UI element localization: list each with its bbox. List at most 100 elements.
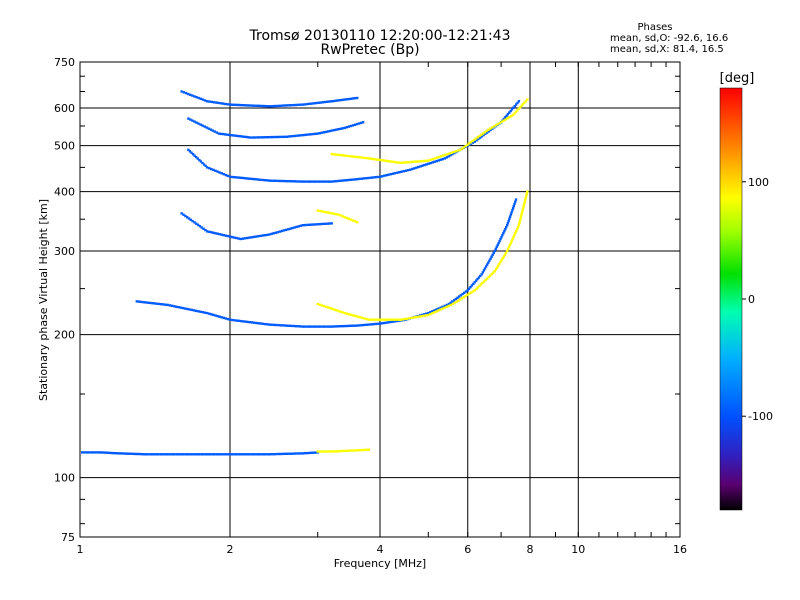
- trace-point: [206, 230, 209, 233]
- trace-point: [447, 302, 451, 306]
- trace-point: [492, 271, 495, 274]
- trace-point: [239, 453, 243, 456]
- trace-point: [237, 453, 240, 456]
- trace-point: [305, 133, 308, 136]
- trace-point: [299, 224, 302, 227]
- trace-point: [517, 100, 521, 103]
- trace-point: [343, 215, 346, 219]
- trace-point: [139, 452, 142, 456]
- trace-point: [454, 297, 457, 301]
- trace-point: [228, 453, 232, 456]
- trace-point: [503, 253, 507, 256]
- trace-point: [283, 135, 286, 138]
- trace-point: [248, 177, 251, 180]
- trace-point: [469, 142, 473, 145]
- trace-point: [429, 311, 432, 314]
- trace-point: [341, 311, 344, 314]
- trace-point: [268, 233, 271, 236]
- trace-point: [490, 273, 493, 276]
- stats-o: mean, sd,O: -92.6, 16.6: [610, 33, 728, 44]
- trace-point: [257, 178, 260, 181]
- trace-point: [210, 167, 213, 171]
- trace-point: [164, 303, 167, 306]
- trace-point: [224, 102, 227, 106]
- trace-point: [204, 164, 207, 168]
- trace-point: [390, 318, 393, 321]
- trace-point: [242, 453, 245, 456]
- trace-point: [502, 119, 505, 122]
- trace-point: [137, 452, 140, 456]
- trace-point: [148, 301, 152, 305]
- trace-point: [236, 134, 240, 138]
- trace-point: [352, 314, 355, 317]
- trace-point: [317, 223, 320, 226]
- trace-point: [226, 453, 229, 456]
- trace-point: [504, 116, 507, 119]
- trace-point: [201, 161, 204, 165]
- trace-point: [523, 101, 526, 104]
- trace-point: [496, 243, 499, 247]
- trace-point: [257, 453, 260, 456]
- trace-point: [266, 179, 269, 182]
- trace-point: [353, 220, 357, 223]
- trace-point: [353, 324, 357, 327]
- trace-point: [294, 452, 298, 455]
- trace-point: [525, 194, 528, 198]
- trace-point: [478, 136, 482, 139]
- trace-point: [418, 315, 421, 318]
- trace-point: [146, 453, 149, 456]
- trace-point: [193, 221, 196, 224]
- trace-point: [301, 180, 304, 183]
- trace-point: [180, 453, 183, 456]
- trace-point: [180, 90, 183, 93]
- trace-point: [337, 128, 340, 131]
- trace-point: [520, 213, 523, 216]
- trace-point: [341, 154, 344, 157]
- trace-point: [347, 178, 350, 182]
- trace-point: [279, 104, 282, 107]
- trace-point: [347, 97, 350, 101]
- trace-point: [190, 151, 193, 154]
- trace-point: [406, 169, 410, 172]
- trace-point: [442, 154, 445, 157]
- trace-point: [512, 235, 515, 239]
- trace-point: [287, 228, 290, 231]
- trace-point: [336, 179, 340, 183]
- trace-point: [277, 452, 280, 456]
- trace-point: [291, 226, 294, 230]
- trace-point: [257, 322, 260, 325]
- trace-point: [212, 168, 215, 172]
- trace-point: [92, 451, 95, 454]
- trace-point: [186, 92, 190, 96]
- trace-point: [126, 452, 130, 455]
- trace-point: [257, 235, 260, 238]
- trace-point: [255, 453, 258, 456]
- trace-point: [247, 136, 250, 139]
- trace-point: [449, 154, 452, 157]
- trace-point: [405, 161, 409, 164]
- trace-point: [157, 302, 161, 306]
- trace-point: [184, 307, 187, 310]
- trace-point: [270, 323, 273, 326]
- trace-point: [514, 110, 518, 114]
- trace-point: [297, 452, 300, 455]
- trace-point: [294, 325, 298, 328]
- trace-point: [173, 305, 176, 308]
- trace-point: [162, 303, 165, 306]
- trace-point: [295, 225, 298, 229]
- trace-point: [233, 453, 236, 456]
- trace-point: [522, 203, 526, 206]
- trace-point: [164, 453, 167, 456]
- trace-point: [480, 133, 483, 136]
- trace-point: [435, 310, 438, 313]
- trace-point: [237, 319, 240, 322]
- trace-point: [334, 325, 338, 328]
- trace-point: [316, 302, 319, 306]
- trace-point: [358, 156, 362, 159]
- trace-point: [512, 204, 515, 208]
- trace-point: [278, 135, 282, 139]
- trace-point: [397, 318, 400, 321]
- trace-point: [332, 450, 336, 453]
- trace-point: [472, 282, 475, 286]
- trace-point: [389, 320, 392, 324]
